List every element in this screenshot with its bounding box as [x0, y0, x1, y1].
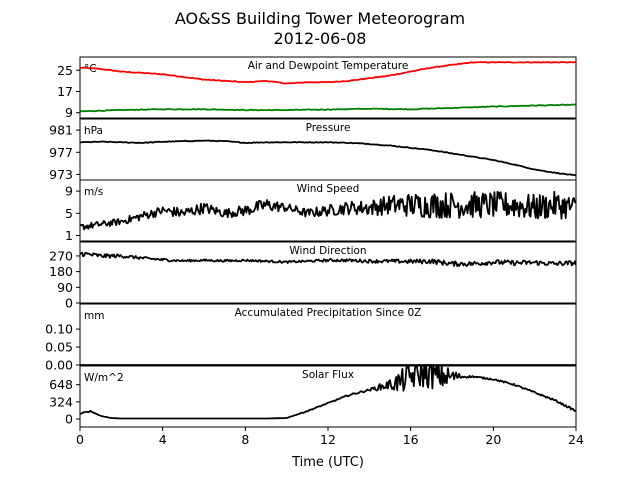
figure-subtitle-date: 2012-06-08 — [274, 29, 367, 48]
y-tick-label: 324 — [49, 394, 73, 409]
panel-0: 9 17 25 Air and Dewpoint Temperature °C — [57, 56, 577, 120]
y-tick-label: 9 — [65, 184, 73, 199]
y-tick-label: 0.00 — [45, 358, 73, 373]
x-tick-label: 20 — [485, 432, 501, 447]
panel-frame — [79, 179, 577, 242]
y-tick-label: 973 — [49, 167, 73, 182]
y-tick-label: 17 — [57, 84, 73, 99]
unit-label: m/s — [84, 186, 103, 198]
x-tick-label: 8 — [241, 432, 249, 447]
series-line-0-1 — [80, 103, 576, 113]
y-tick-label: 981 — [49, 123, 73, 138]
y-tick-label: 5 — [65, 206, 73, 221]
y-tick-label: 0.10 — [45, 322, 73, 337]
panel-4: 0.00 0.05 0.10 Accumulated Precipitation Si… — [45, 303, 577, 373]
panel-title: Solar Flux — [302, 369, 354, 381]
series-line-2-0 — [80, 190, 576, 231]
series-line-1-0 — [80, 139, 576, 177]
unit-label: hPa — [84, 125, 103, 137]
series-line-5-0 — [80, 366, 576, 420]
panel-frame — [79, 241, 577, 304]
y-tick-label: 1 — [65, 228, 73, 243]
panel-title: Wind Direction — [289, 245, 366, 257]
x-tick-label: 4 — [159, 432, 167, 447]
y-tick-label: 9 — [65, 105, 73, 120]
panel-title: Air and Dewpoint Temperature — [248, 60, 409, 72]
figure-title: AO&SS Building Tower Meteorogram — [175, 9, 465, 28]
unit-label: °C — [84, 63, 97, 75]
panel-title: Wind Speed — [297, 183, 360, 195]
y-tick-label: 270 — [49, 248, 73, 263]
x-tick-label: 12 — [320, 432, 336, 447]
panel-5: 0 324 648 Solar Flux W/m^2 — [49, 365, 577, 428]
y-tick-label: 648 — [49, 377, 73, 392]
y-tick-label: 90 — [57, 280, 73, 295]
unit-label: mm — [84, 310, 104, 322]
y-tick-label: 0.05 — [45, 340, 73, 355]
panel-title: Pressure — [306, 122, 351, 134]
unit-label: W/m^2 — [84, 372, 124, 384]
panel-frame — [79, 303, 577, 366]
y-tick-label: 0 — [65, 296, 73, 311]
y-tick-label: 180 — [49, 264, 73, 279]
panel-2: 1 5 9 Wind Speed m/s — [65, 179, 577, 243]
y-tick-label: 977 — [49, 145, 73, 160]
x-tick-label: 24 — [568, 432, 584, 447]
x-tick-label: 16 — [403, 432, 419, 447]
series-line-0-0 — [80, 61, 576, 85]
panel-frame — [79, 56, 577, 119]
x-axis-label: Time (UTC) — [291, 455, 364, 470]
y-tick-label: 0 — [65, 412, 73, 427]
panel-title: Accumulated Precipitation Since 0Z — [235, 307, 422, 319]
x-tick-label: 0 — [76, 432, 84, 447]
y-tick-label: 25 — [57, 63, 73, 78]
x-axis: 0 4 8 12 16 20 24 — [76, 427, 584, 447]
series-line-3-0 — [80, 251, 576, 267]
panel-1: 973 977 981 Pressure hPa — [49, 118, 577, 182]
